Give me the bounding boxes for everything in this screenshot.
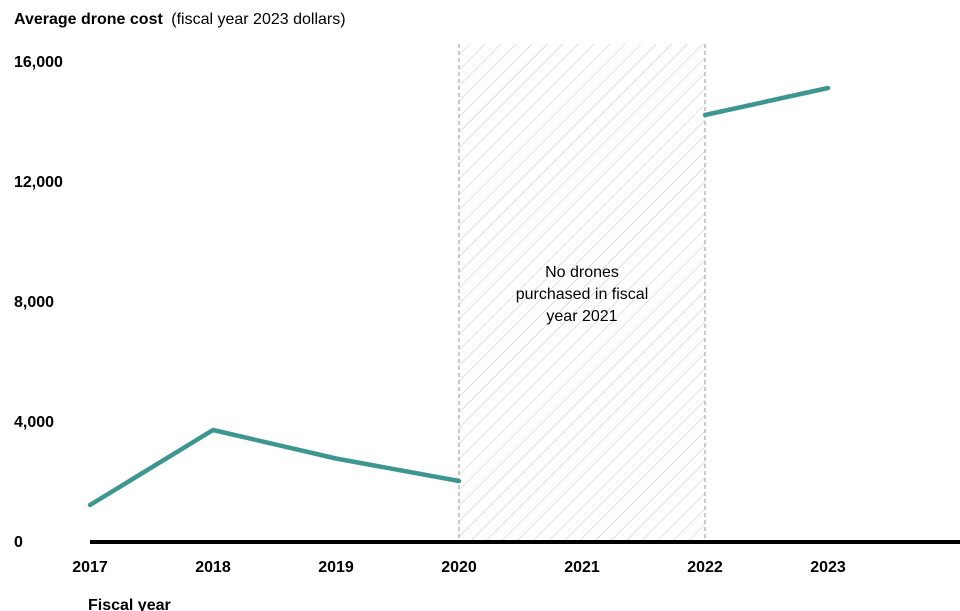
- y-tick-label: 12,000: [14, 174, 63, 191]
- x-tick-label: 2023: [810, 559, 846, 576]
- annotation-line: No drones: [545, 264, 619, 281]
- no-purchase-region: [458, 44, 706, 541]
- x-tick-label: 2018: [195, 559, 231, 576]
- annotation: No drones purchased in fiscal year 2021: [516, 264, 649, 325]
- x-axis: 2017 2018 2019 2020 2021 2022 2023: [72, 540, 960, 576]
- y-axis: 0 4,000 8,000 12,000 16,000: [14, 54, 63, 551]
- x-tick-label: 2017: [72, 559, 108, 576]
- series-line-after: [702, 85, 831, 118]
- x-tick-label: 2022: [687, 559, 723, 576]
- annotation-line: year 2021: [546, 308, 617, 325]
- y-tick-label: 4,000: [14, 414, 54, 431]
- y-tick-label: 8,000: [14, 294, 54, 311]
- x-tick-label: 2019: [318, 559, 354, 576]
- y-axis-title-bold: Average drone cost: [14, 11, 163, 28]
- y-tick-label: 16,000: [14, 54, 63, 71]
- y-axis-title: Average drone cost (fiscal year 2023 dol…: [14, 11, 346, 28]
- y-tick-label: 0: [14, 534, 23, 551]
- x-axis-title: Fiscal year: [88, 597, 171, 611]
- x-tick-label: 2020: [441, 559, 477, 576]
- y-axis-title-units: (fiscal year 2023 dollars): [171, 11, 345, 28]
- x-tick-label: 2021: [564, 559, 600, 576]
- hatched-area: [459, 44, 705, 541]
- annotation-line: purchased in fiscal: [516, 286, 649, 303]
- series-layer: [87, 85, 831, 508]
- series-line-before: [87, 427, 462, 508]
